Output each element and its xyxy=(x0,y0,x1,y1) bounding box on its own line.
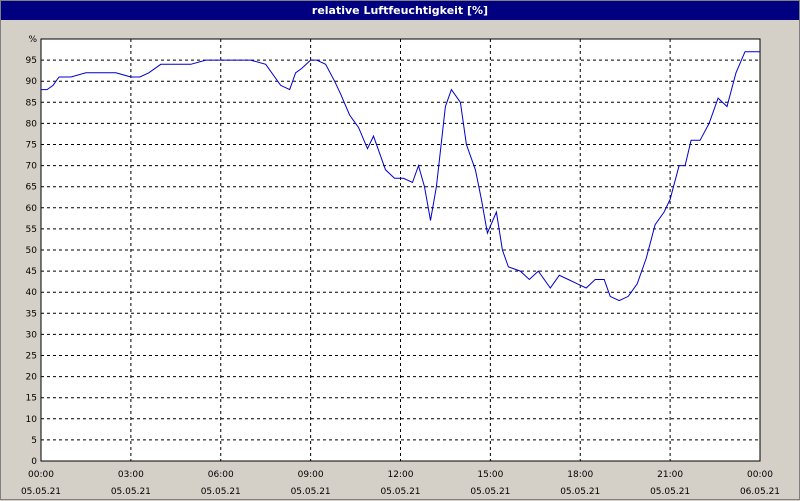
x-tick-time: 00:00 xyxy=(747,470,773,480)
y-tick-label: 55 xyxy=(26,225,37,235)
x-tick-date: 05.05.21 xyxy=(470,487,510,497)
y-tick-label: 90 xyxy=(26,77,38,87)
x-tick-date: 05.05.21 xyxy=(21,487,61,497)
y-tick-label: 60 xyxy=(26,204,38,214)
y-tick-label: 15 xyxy=(26,394,37,404)
x-tick-date: 06.05.21 xyxy=(740,487,780,497)
y-tick-label: 10 xyxy=(26,415,38,425)
grid-lines xyxy=(41,39,760,461)
chart-title: relative Luftfeuchtigkeit [%] xyxy=(1,1,799,20)
x-tick-time: 09:00 xyxy=(298,470,324,480)
y-tick-label: 30 xyxy=(26,330,38,340)
x-tick-time: 03:00 xyxy=(118,470,144,480)
x-tick-date: 05.05.21 xyxy=(111,487,151,497)
x-axis-tick-labels: 00:00 05.05.21 03:00 05.05.21 06:00 05.05.21 0… xyxy=(21,470,780,497)
x-tick-time: 18:00 xyxy=(567,470,593,480)
y-tick-label: 65 xyxy=(26,183,37,193)
x-tick-time: 06:00 xyxy=(208,470,234,480)
y-tick-label: 45 xyxy=(26,267,37,277)
y-tick-label: 35 xyxy=(26,309,37,319)
y-tick-label: 0 xyxy=(31,457,37,467)
x-tick-date: 05.05.21 xyxy=(291,487,331,497)
y-tick-label: 75 xyxy=(26,141,37,151)
humidity-series-line xyxy=(41,51,760,302)
x-tick-date: 05.05.21 xyxy=(201,487,241,497)
y-tick-label: 95 xyxy=(26,56,37,66)
y-tick-label: 5 xyxy=(31,436,37,446)
y-tick-label: 40 xyxy=(26,288,38,298)
y-tick-label: 80 xyxy=(26,119,38,129)
y-tick-label: 85 xyxy=(26,98,37,108)
x-tick-date: 05.05.21 xyxy=(560,487,600,497)
x-tick-time: 21:00 xyxy=(657,470,683,480)
x-tick-time: 12:00 xyxy=(388,470,414,480)
y-tick-label: % xyxy=(28,35,37,45)
y-axis-tick-labels: 0 5 10 15 20 25 30 35 40 45 50 55 60 65 70 75 80 85 90 95% xyxy=(26,35,38,467)
y-tick-label: 70 xyxy=(26,162,38,172)
x-tick-date: 05.05.21 xyxy=(380,487,420,497)
y-tick-label: 20 xyxy=(26,373,38,383)
y-tick-label: 50 xyxy=(26,246,38,256)
y-tick-label: 25 xyxy=(26,352,37,362)
x-tick-time: 15:00 xyxy=(477,470,503,480)
x-tick-date: 05.05.21 xyxy=(650,487,690,497)
x-tick-time: 00:00 xyxy=(28,470,54,480)
